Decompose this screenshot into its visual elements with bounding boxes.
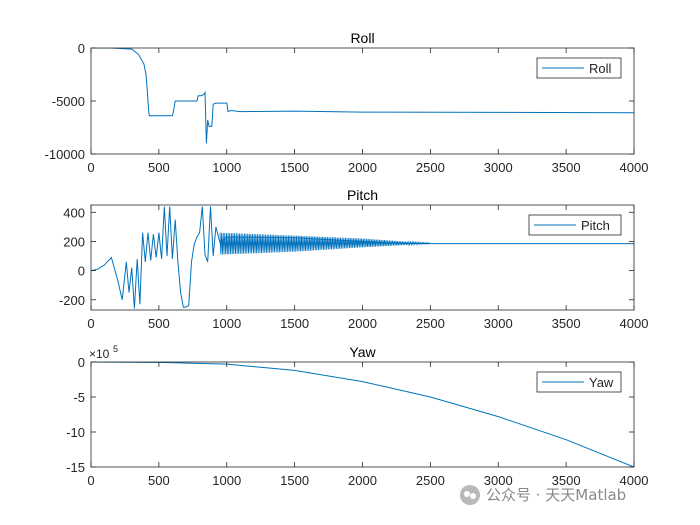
data-layer — [91, 48, 634, 144]
data-layer — [91, 362, 634, 467]
subplot-roll: 0 500 1000 1500 2000 2500 3000 3500 4000 -10000 -5… — [45, 30, 649, 175]
x-tick-label: 4000 — [620, 160, 649, 175]
y-tick-label: 0 — [78, 264, 85, 279]
y-tick-label: -10 — [66, 425, 85, 440]
x-tick-label: 1500 — [280, 160, 309, 175]
data-layer — [91, 206, 634, 309]
x-tick-label: 1500 — [280, 473, 309, 488]
y-tick-label: -200 — [59, 293, 85, 308]
y-tick-label: 0 — [78, 41, 85, 56]
watermark-text: 公众号 · 天天Matlab — [486, 486, 627, 504]
series-line-yaw — [91, 362, 634, 467]
x-tick-label: 2500 — [416, 473, 445, 488]
x-tick-label: 0 — [87, 160, 94, 175]
x-tick-label: 2500 — [416, 316, 445, 331]
legend-label: Yaw — [589, 375, 614, 390]
legend-label: Roll — [589, 61, 612, 76]
y-tick-label: 0 — [78, 355, 85, 370]
x-tick-label: 2500 — [416, 160, 445, 175]
x-tick-label: 2000 — [348, 316, 377, 331]
series-line-roll — [91, 48, 634, 144]
x-tick-label: 3000 — [484, 473, 513, 488]
y-tick-label: -10000 — [45, 147, 85, 162]
x-tick-label: 1000 — [212, 160, 241, 175]
x-tick-label: 1500 — [280, 316, 309, 331]
x-tick-label: 500 — [148, 316, 170, 331]
x-tick-label: 3000 — [484, 316, 513, 331]
x-tick-label: 3000 — [484, 160, 513, 175]
wechat-icon — [460, 484, 480, 505]
x-tick-label: 500 — [148, 473, 170, 488]
series-band-pitch — [219, 232, 431, 255]
x-tick-label: 500 — [148, 160, 170, 175]
subplot-pitch: 0 500 1000 1500 2000 2500 3000 3500 4000-2000200… — [59, 187, 648, 331]
y-tick-label: 200 — [63, 234, 85, 249]
subplot-title: Roll — [350, 30, 374, 46]
subplot-title: Pitch — [347, 187, 378, 203]
watermark: 公众号 · 天天Matlab — [460, 484, 626, 505]
y-tick-label: -15 — [66, 460, 85, 475]
x-tick-label: 4000 — [620, 473, 649, 488]
x-tick-label: 3500 — [552, 160, 581, 175]
subplot-yaw: 0 500 1000 1500 2000 2500 3000 3500 4000 -15 -10 -5… — [66, 344, 648, 488]
x-tick-label: 3500 — [552, 473, 581, 488]
x-tick-label: 1000 — [212, 316, 241, 331]
x-tick-label: 4000 — [620, 316, 649, 331]
x-tick-label: 2000 — [348, 160, 377, 175]
y-exponent-label: ×10 — [89, 347, 110, 361]
x-tick-label: 1000 — [212, 473, 241, 488]
y-tick-label: -5 — [73, 390, 85, 405]
subplot-title: Yaw — [349, 344, 376, 360]
legend-label: Pitch — [581, 218, 610, 233]
y-tick-label: 400 — [63, 205, 85, 220]
y-tick-label: -5000 — [52, 94, 85, 109]
series-line-pitch — [91, 206, 634, 309]
x-tick-label: 0 — [87, 316, 94, 331]
x-tick-label: 2000 — [348, 473, 377, 488]
x-tick-label: 0 — [87, 473, 94, 488]
x-tick-label: 3500 — [552, 316, 581, 331]
y-exponent-power: 5 — [113, 344, 118, 354]
